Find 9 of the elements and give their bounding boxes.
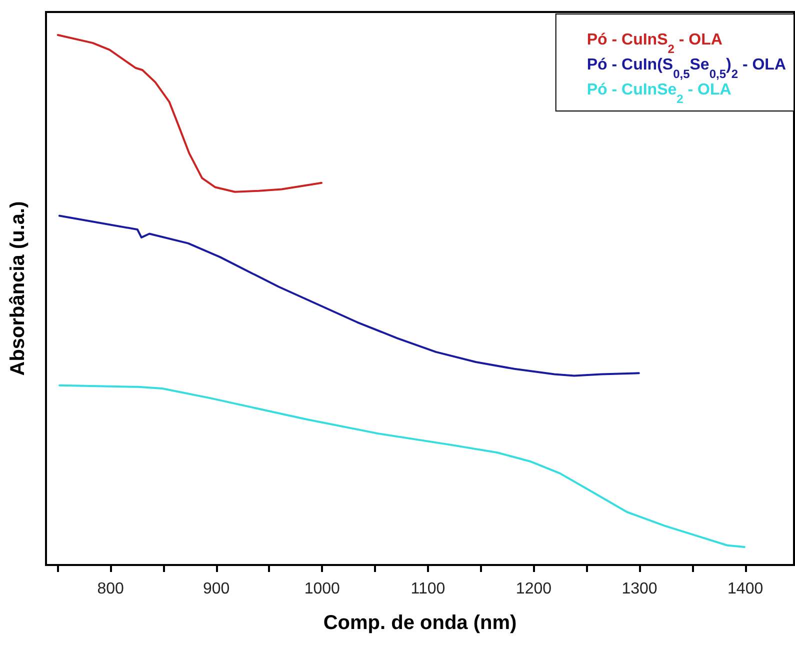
x-tick-label: 1000 xyxy=(304,580,340,598)
x-tick-label: 800 xyxy=(97,580,124,598)
x-tick-label: 900 xyxy=(202,580,230,598)
x-tick-label: 1400 xyxy=(728,580,764,598)
x-tick-label: 1100 xyxy=(410,580,446,598)
y-axis-title: Absorbância (u.a.) xyxy=(7,201,29,376)
x-tick-label: 1200 xyxy=(516,580,552,598)
x-tick-label: 1300 xyxy=(622,580,658,598)
x-axis-title: Comp. de onda (nm) xyxy=(323,612,517,634)
